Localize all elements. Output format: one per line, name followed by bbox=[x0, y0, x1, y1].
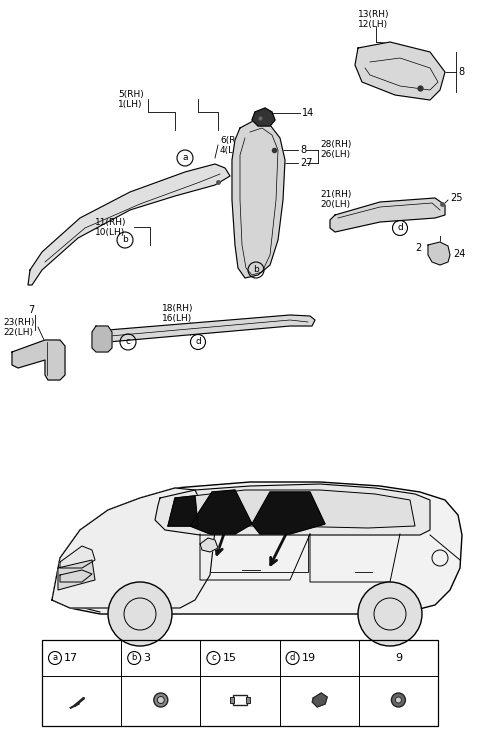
Circle shape bbox=[396, 697, 401, 703]
Polygon shape bbox=[190, 490, 252, 534]
Circle shape bbox=[157, 697, 164, 703]
Text: 15: 15 bbox=[222, 653, 236, 663]
Text: 9: 9 bbox=[395, 653, 402, 663]
Text: 23(RH): 23(RH) bbox=[3, 318, 35, 327]
Text: d: d bbox=[397, 223, 403, 233]
Text: 11(RH): 11(RH) bbox=[95, 217, 127, 227]
Bar bbox=[233, 695, 247, 705]
Text: 13(RH): 13(RH) bbox=[358, 10, 389, 18]
Polygon shape bbox=[92, 326, 112, 352]
Polygon shape bbox=[60, 546, 95, 568]
Text: 3: 3 bbox=[143, 653, 150, 663]
Text: c: c bbox=[211, 653, 216, 663]
Polygon shape bbox=[12, 340, 65, 380]
Polygon shape bbox=[58, 560, 95, 590]
Circle shape bbox=[154, 693, 168, 707]
Text: 2: 2 bbox=[416, 243, 422, 253]
Text: 8: 8 bbox=[300, 145, 306, 155]
Text: 22(LH): 22(LH) bbox=[3, 327, 33, 336]
Polygon shape bbox=[252, 108, 275, 126]
Text: 25: 25 bbox=[450, 193, 463, 203]
Text: 6(RH): 6(RH) bbox=[220, 136, 246, 145]
Text: d: d bbox=[290, 653, 295, 663]
Text: 10(LH): 10(LH) bbox=[95, 228, 125, 236]
Polygon shape bbox=[168, 496, 198, 526]
Polygon shape bbox=[155, 484, 430, 535]
Polygon shape bbox=[168, 490, 415, 528]
Polygon shape bbox=[28, 164, 230, 285]
Polygon shape bbox=[330, 198, 445, 232]
Polygon shape bbox=[355, 42, 445, 100]
Polygon shape bbox=[60, 570, 92, 582]
Text: 19: 19 bbox=[301, 653, 316, 663]
Polygon shape bbox=[252, 492, 325, 534]
Text: a: a bbox=[52, 653, 58, 663]
Circle shape bbox=[358, 582, 422, 646]
Text: 1(LH): 1(LH) bbox=[118, 100, 143, 109]
Text: 21(RH): 21(RH) bbox=[320, 191, 351, 200]
Text: 28(RH): 28(RH) bbox=[320, 139, 351, 148]
Text: 16(LH): 16(LH) bbox=[162, 313, 192, 322]
Polygon shape bbox=[104, 315, 315, 348]
Text: b: b bbox=[253, 266, 259, 275]
Text: 12(LH): 12(LH) bbox=[358, 20, 388, 29]
Polygon shape bbox=[200, 538, 218, 552]
Text: c: c bbox=[125, 338, 131, 346]
Text: d: d bbox=[195, 338, 201, 346]
Bar bbox=[42, 640, 438, 726]
Text: b: b bbox=[132, 653, 137, 663]
Text: 24: 24 bbox=[453, 249, 466, 259]
Text: 26(LH): 26(LH) bbox=[320, 150, 350, 159]
Text: 17: 17 bbox=[64, 653, 78, 663]
Polygon shape bbox=[232, 120, 285, 278]
Circle shape bbox=[391, 693, 406, 707]
Polygon shape bbox=[312, 693, 327, 707]
Polygon shape bbox=[428, 242, 450, 265]
Text: a: a bbox=[182, 153, 188, 162]
Text: 8: 8 bbox=[458, 67, 464, 77]
Text: 27: 27 bbox=[300, 158, 312, 168]
Text: 20(LH): 20(LH) bbox=[320, 200, 350, 209]
Text: 5(RH): 5(RH) bbox=[118, 90, 144, 98]
Polygon shape bbox=[52, 482, 462, 614]
Polygon shape bbox=[52, 488, 215, 608]
Text: b: b bbox=[122, 236, 128, 244]
Text: 4(LH): 4(LH) bbox=[220, 145, 244, 154]
Text: 14: 14 bbox=[302, 108, 314, 118]
Bar bbox=[230, 697, 234, 703]
Bar bbox=[246, 697, 250, 703]
Text: 7: 7 bbox=[28, 305, 34, 315]
Text: 18(RH): 18(RH) bbox=[162, 303, 193, 313]
Circle shape bbox=[108, 582, 172, 646]
